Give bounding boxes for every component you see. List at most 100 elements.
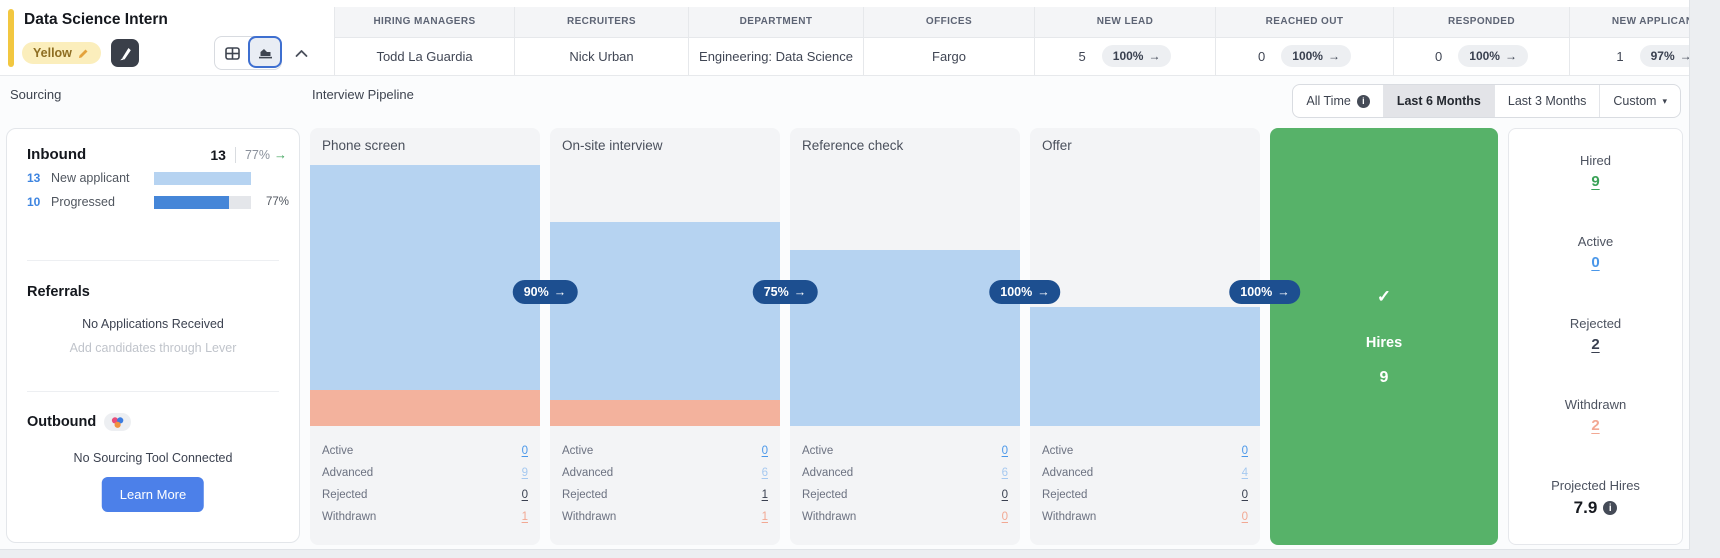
inbound-rate: 77% — [244, 147, 270, 162]
new-applicants-count: 1 — [1616, 48, 1624, 64]
view-toggle-group — [214, 36, 282, 70]
stat-rejected-link[interactable]: 0 — [1001, 489, 1008, 501]
stat-active-link[interactable]: 0 — [521, 445, 528, 457]
inbound-header: Inbound 13 77% → — [27, 146, 287, 163]
summary-rejected-link[interactable]: 2 — [1591, 335, 1600, 353]
summary-active-link[interactable]: 0 — [1591, 254, 1600, 272]
summary-hired: Hired 9 — [1580, 153, 1611, 191]
position-stats-table: HIRING MANAGERS Todd La Guardia RECRUITE… — [334, 0, 1689, 75]
stage-bar-advanced[interactable] — [1030, 307, 1260, 426]
filter-custom[interactable]: Custom ▾ — [1599, 85, 1680, 117]
column-header: OFFICES — [864, 7, 1034, 38]
stat-withdrawn-link[interactable]: 0 — [1241, 511, 1248, 523]
new-lead-rate-pill[interactable]: 100% → — [1101, 45, 1172, 68]
filter-last-6-months[interactable]: Last 6 Months — [1382, 85, 1494, 117]
pipeline-hires-block[interactable]: ✓ Hires 9 — [1270, 128, 1498, 545]
pipeline-stage-offer: Offer Active 0 Advanced 4 Rejected 0 Withdr… — [1030, 128, 1260, 545]
time-filter-group: All Time i Last 6 Months Last 3 Months C… — [1292, 84, 1681, 118]
stage-bar-advanced[interactable] — [310, 165, 540, 390]
filter-all-time[interactable]: All Time i — [1293, 85, 1382, 117]
referrals-hint: Add candidates through Lever — [69, 341, 237, 355]
responded-count: 0 — [1435, 48, 1443, 64]
progressed-bar[interactable] — [154, 195, 251, 209]
offices-cell: Fargo — [932, 48, 966, 64]
filter-last-3-months[interactable]: Last 3 Months — [1493, 85, 1600, 117]
summary-label: Active — [1577, 234, 1614, 250]
stat-label: Rejected — [802, 489, 848, 501]
collapse-panel-button[interactable] — [295, 49, 308, 58]
new-applicant-bar[interactable] — [154, 171, 251, 185]
stage-bar-withdrawn[interactable] — [310, 390, 540, 426]
stat-label: Active — [802, 445, 834, 457]
stat-advanced-link[interactable]: 9 — [521, 467, 528, 479]
summary-label: Rejected — [1569, 315, 1622, 331]
info-icon[interactable]: i — [1603, 501, 1618, 515]
summary-withdrawn-link[interactable]: 2 — [1591, 416, 1600, 434]
table-view-button[interactable] — [215, 37, 249, 69]
arrow-right-icon: → — [1504, 49, 1517, 64]
hires-count: 9 — [1379, 368, 1389, 386]
reached-out-rate-pill[interactable]: 100% → — [1281, 45, 1351, 68]
pipeline-stage-phone-screen: Phone screen Active 0 Advanced 9 Rejected 0… — [310, 128, 540, 545]
arrow-right-icon: → — [1037, 285, 1050, 299]
arrow-right-icon[interactable]: → — [274, 147, 287, 162]
referrals-empty-message: No Applications Received — [82, 317, 224, 331]
interview-pipeline-funnel: Phone screen Active 0 Advanced 9 Rejected 0… — [310, 128, 1683, 545]
tag-badge[interactable]: Yellow — [22, 42, 101, 64]
stat-label: Advanced — [1042, 467, 1094, 479]
column-new-lead: NEW LEAD 5 100% → — [1034, 7, 1215, 75]
stat-advanced-link[interactable]: 6 — [761, 467, 768, 479]
stat-label: Withdrawn — [802, 511, 857, 523]
sourcing-card: Inbound 13 77% → 13 New applicant 10 Pro… — [6, 128, 300, 543]
stat-label: Active — [562, 445, 594, 457]
stat-rejected-link[interactable]: 1 — [761, 489, 768, 501]
responded-rate-pill[interactable]: 100% → — [1458, 45, 1528, 68]
column-offices: OFFICES Fargo — [863, 7, 1034, 75]
inbound-row-progressed: 10 Progressed 77% — [27, 192, 289, 212]
note-pen-icon[interactable] — [110, 39, 139, 67]
outbound-header: Outbound — [27, 413, 132, 431]
learn-more-button[interactable]: Learn More — [101, 477, 205, 512]
stat-label: Withdrawn — [1042, 511, 1097, 523]
stat-withdrawn-link[interactable]: 1 — [761, 511, 768, 523]
arrow-right-icon: → — [1148, 49, 1161, 64]
summary-hired-link[interactable]: 9 — [1591, 173, 1600, 190]
position-info: Data Science Intern Yellow — [0, 0, 334, 75]
chart-view-button[interactable] — [248, 36, 282, 68]
hiring-manager-cell: Todd La Guardia — [376, 48, 473, 64]
stat-active-link[interactable]: 0 — [1241, 445, 1248, 457]
conversion-pill-reference-to-offer: 100% → — [989, 280, 1061, 304]
stat-advanced-link[interactable]: 6 — [1001, 467, 1008, 479]
stat-label: Rejected — [562, 489, 608, 501]
stat-advanced-link[interactable]: 4 — [1241, 467, 1248, 479]
new-applicants-rate-pill[interactable]: 97%→ — [1639, 45, 1689, 68]
position-title: Data Science Intern — [24, 11, 168, 28]
stat-label: Rejected — [322, 489, 368, 501]
stage-bar-advanced[interactable] — [550, 222, 780, 400]
conversion-pill-offer-to-hires: 100% → — [1229, 280, 1301, 304]
sourcing-tools-hearts-icon — [104, 413, 132, 431]
reached-out-cell: 0 100% → — [1216, 38, 1393, 75]
position-controls: Yellow — [22, 36, 308, 70]
summary-withdrawn: Withdrawn 2 — [1565, 397, 1626, 435]
stat-active-link[interactable]: 0 — [1001, 445, 1008, 457]
stage-bar-withdrawn[interactable] — [550, 400, 780, 426]
row-label: Progressed — [51, 195, 115, 209]
chevron-up-icon — [295, 49, 308, 57]
stat-withdrawn-link[interactable]: 0 — [1001, 511, 1008, 523]
inbound-total: 13 — [210, 146, 226, 163]
stage-title: Phone screen — [322, 138, 406, 153]
recruiter-cell: Nick Urban — [569, 48, 634, 64]
stage-stats: Active 0 Advanced 6 Rejected 1 Withdrawn 1 — [550, 440, 780, 528]
stat-active-link[interactable]: 0 — [761, 445, 768, 457]
reached-out-count: 0 — [1258, 48, 1266, 64]
stage-title: Reference check — [802, 138, 904, 153]
stat-withdrawn-link[interactable]: 1 — [521, 511, 528, 523]
stat-label: Active — [1042, 445, 1074, 457]
stat-rejected-link[interactable]: 0 — [1241, 489, 1248, 501]
pipeline-summary-panel: Hired 9 Active 0 Rejected 2 Withdrawn 2 … — [1508, 128, 1683, 545]
stat-rejected-link[interactable]: 0 — [521, 489, 528, 501]
stage-bar-advanced[interactable] — [790, 250, 1020, 426]
caret-down-icon: ▾ — [1662, 95, 1667, 106]
outbound-title: Outbound — [27, 414, 97, 430]
